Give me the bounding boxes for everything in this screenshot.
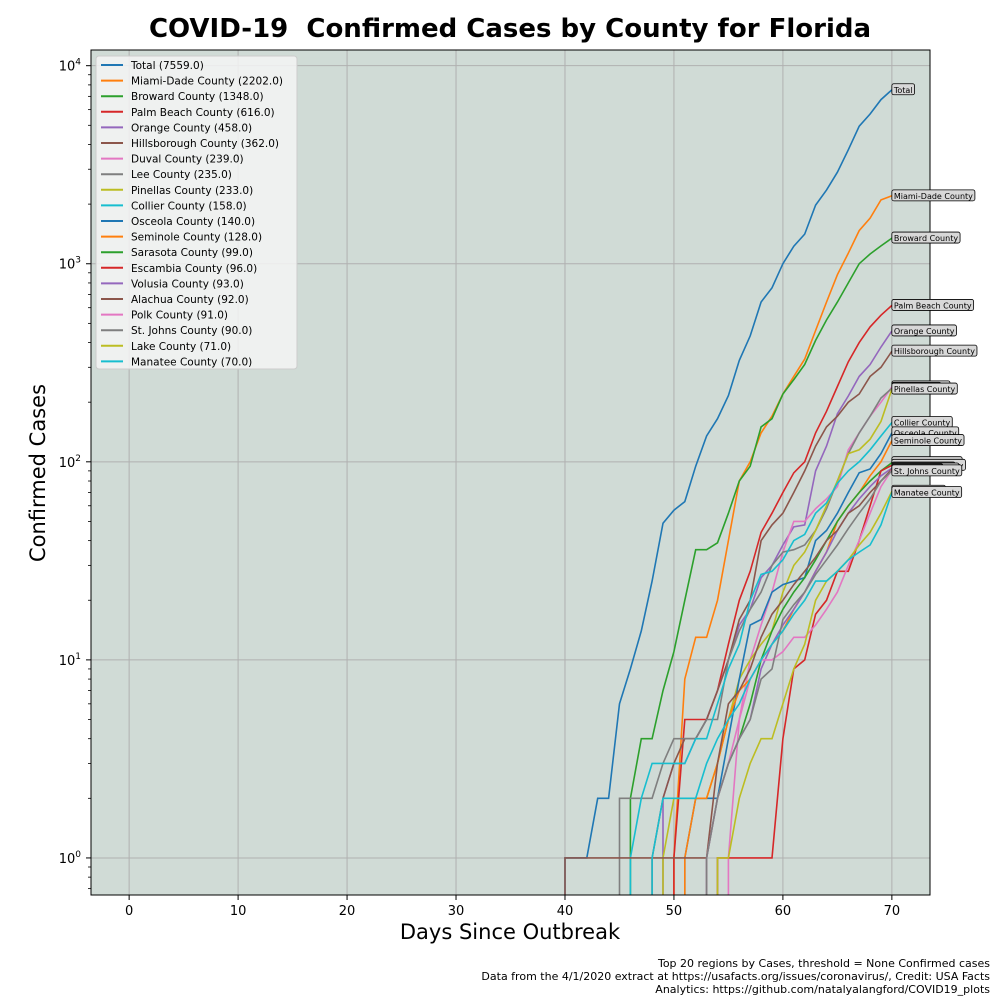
legend-box <box>95 55 298 370</box>
end-label: Manatee County <box>894 488 960 497</box>
series-line <box>673 304 893 895</box>
series-line <box>651 350 893 895</box>
legend-entry: Seminole County (128.0) <box>131 232 262 244</box>
legend-entry: Lee County (235.0) <box>131 169 232 181</box>
legend-entry: Hillsborough County (362.0) <box>131 138 279 150</box>
chart-footer: Top 20 regions by Cases, threshold = Non… <box>481 957 990 996</box>
end-label-box <box>891 344 978 357</box>
x-axis-label: Days Since Outbreak <box>399 920 621 944</box>
legend-entry: Palm Beach County (616.0) <box>131 107 275 119</box>
end-label: Miami-Dade County <box>894 192 973 201</box>
x-tick-label: 70 <box>884 904 901 919</box>
legend-entry: Polk County (91.0) <box>131 310 228 322</box>
x-tick-label: 40 <box>557 904 574 919</box>
series-line <box>716 490 893 895</box>
series-line <box>564 89 893 895</box>
legend-entry: Osceola County (140.0) <box>131 216 255 228</box>
end-label: Hillsborough County <box>894 347 975 356</box>
legend: Total (7559.0) Miami-Dade County (2202.0)… <box>95 55 298 370</box>
legend-entry: Alachua County (92.0) <box>131 294 249 306</box>
legend-entry: Pinellas County (233.0) <box>131 185 253 197</box>
y-tick-label: 100 <box>59 850 82 867</box>
legend-entry: Collier County (158.0) <box>131 200 247 212</box>
y-tick-label: 104 <box>59 58 82 75</box>
end-label-box <box>891 83 915 96</box>
legend-entry: Broward County (1348.0) <box>131 91 264 103</box>
series-line <box>651 492 893 895</box>
end-label: Total <box>893 86 913 95</box>
end-label: Pinellas County <box>894 385 956 394</box>
end-label: Seminole County <box>894 437 962 446</box>
legend-entry: Miami-Dade County (2202.0) <box>131 76 283 88</box>
end-label: St. Johns County <box>894 467 960 476</box>
end-label-box <box>891 189 976 202</box>
x-tick-label: 30 <box>448 904 465 919</box>
series-line <box>705 470 893 895</box>
legend-entry: Volusia County (93.0) <box>131 278 244 290</box>
end-label-box <box>891 464 963 477</box>
end-label-box <box>891 382 958 395</box>
legend-entry: Total (7559.0) <box>130 60 204 72</box>
series-line <box>629 237 893 895</box>
y-tick-label: 103 <box>59 256 81 273</box>
end-label-box <box>891 299 975 311</box>
end-labels: Total Miami-Dade County Broward County Palm… <box>891 83 978 498</box>
x-tick-label: 10 <box>230 904 247 919</box>
end-label-box <box>891 486 963 498</box>
series-line <box>684 432 893 895</box>
series-lines <box>564 89 893 895</box>
end-label-box <box>891 324 957 337</box>
legend-entry: St. Johns County (90.0) <box>131 325 252 337</box>
end-label-box <box>891 434 965 446</box>
legend-entry: Duval County (239.0) <box>131 154 244 166</box>
end-label: Orange County <box>894 327 955 336</box>
legend-entry: Sarasota County (99.0) <box>131 247 253 259</box>
x-tick-label: 0 <box>125 904 133 919</box>
x-tick-label: 20 <box>339 904 356 919</box>
chart-title: COVID-19 Confirmed Cases by County for F… <box>148 14 872 44</box>
x-tick-label: 50 <box>666 904 683 919</box>
legend-entry: Manatee County (70.0) <box>131 356 252 368</box>
end-label: Broward County <box>894 234 958 243</box>
footer-line: Data from the 4/1/2020 extract at https:… <box>481 970 990 983</box>
end-label: Palm Beach County <box>894 301 972 310</box>
series-line <box>564 468 893 895</box>
legend-entry: Escambia County (96.0) <box>131 263 257 275</box>
y-tick-label: 102 <box>59 454 81 471</box>
footer-line: Analytics: https://github.com/natalyalan… <box>655 983 990 996</box>
series-line <box>629 421 893 895</box>
footer-line: Top 20 regions by Cases, threshold = Non… <box>657 957 990 970</box>
end-label: Collier County <box>894 418 951 427</box>
end-label-box <box>891 231 961 244</box>
y-tick-label: 101 <box>59 652 81 669</box>
end-label: Osceola County <box>894 429 957 438</box>
legend-entry: Lake County (71.0) <box>131 341 231 353</box>
legend-entry: Orange County (458.0) <box>131 122 252 134</box>
x-tick-label: 60 <box>775 904 792 919</box>
